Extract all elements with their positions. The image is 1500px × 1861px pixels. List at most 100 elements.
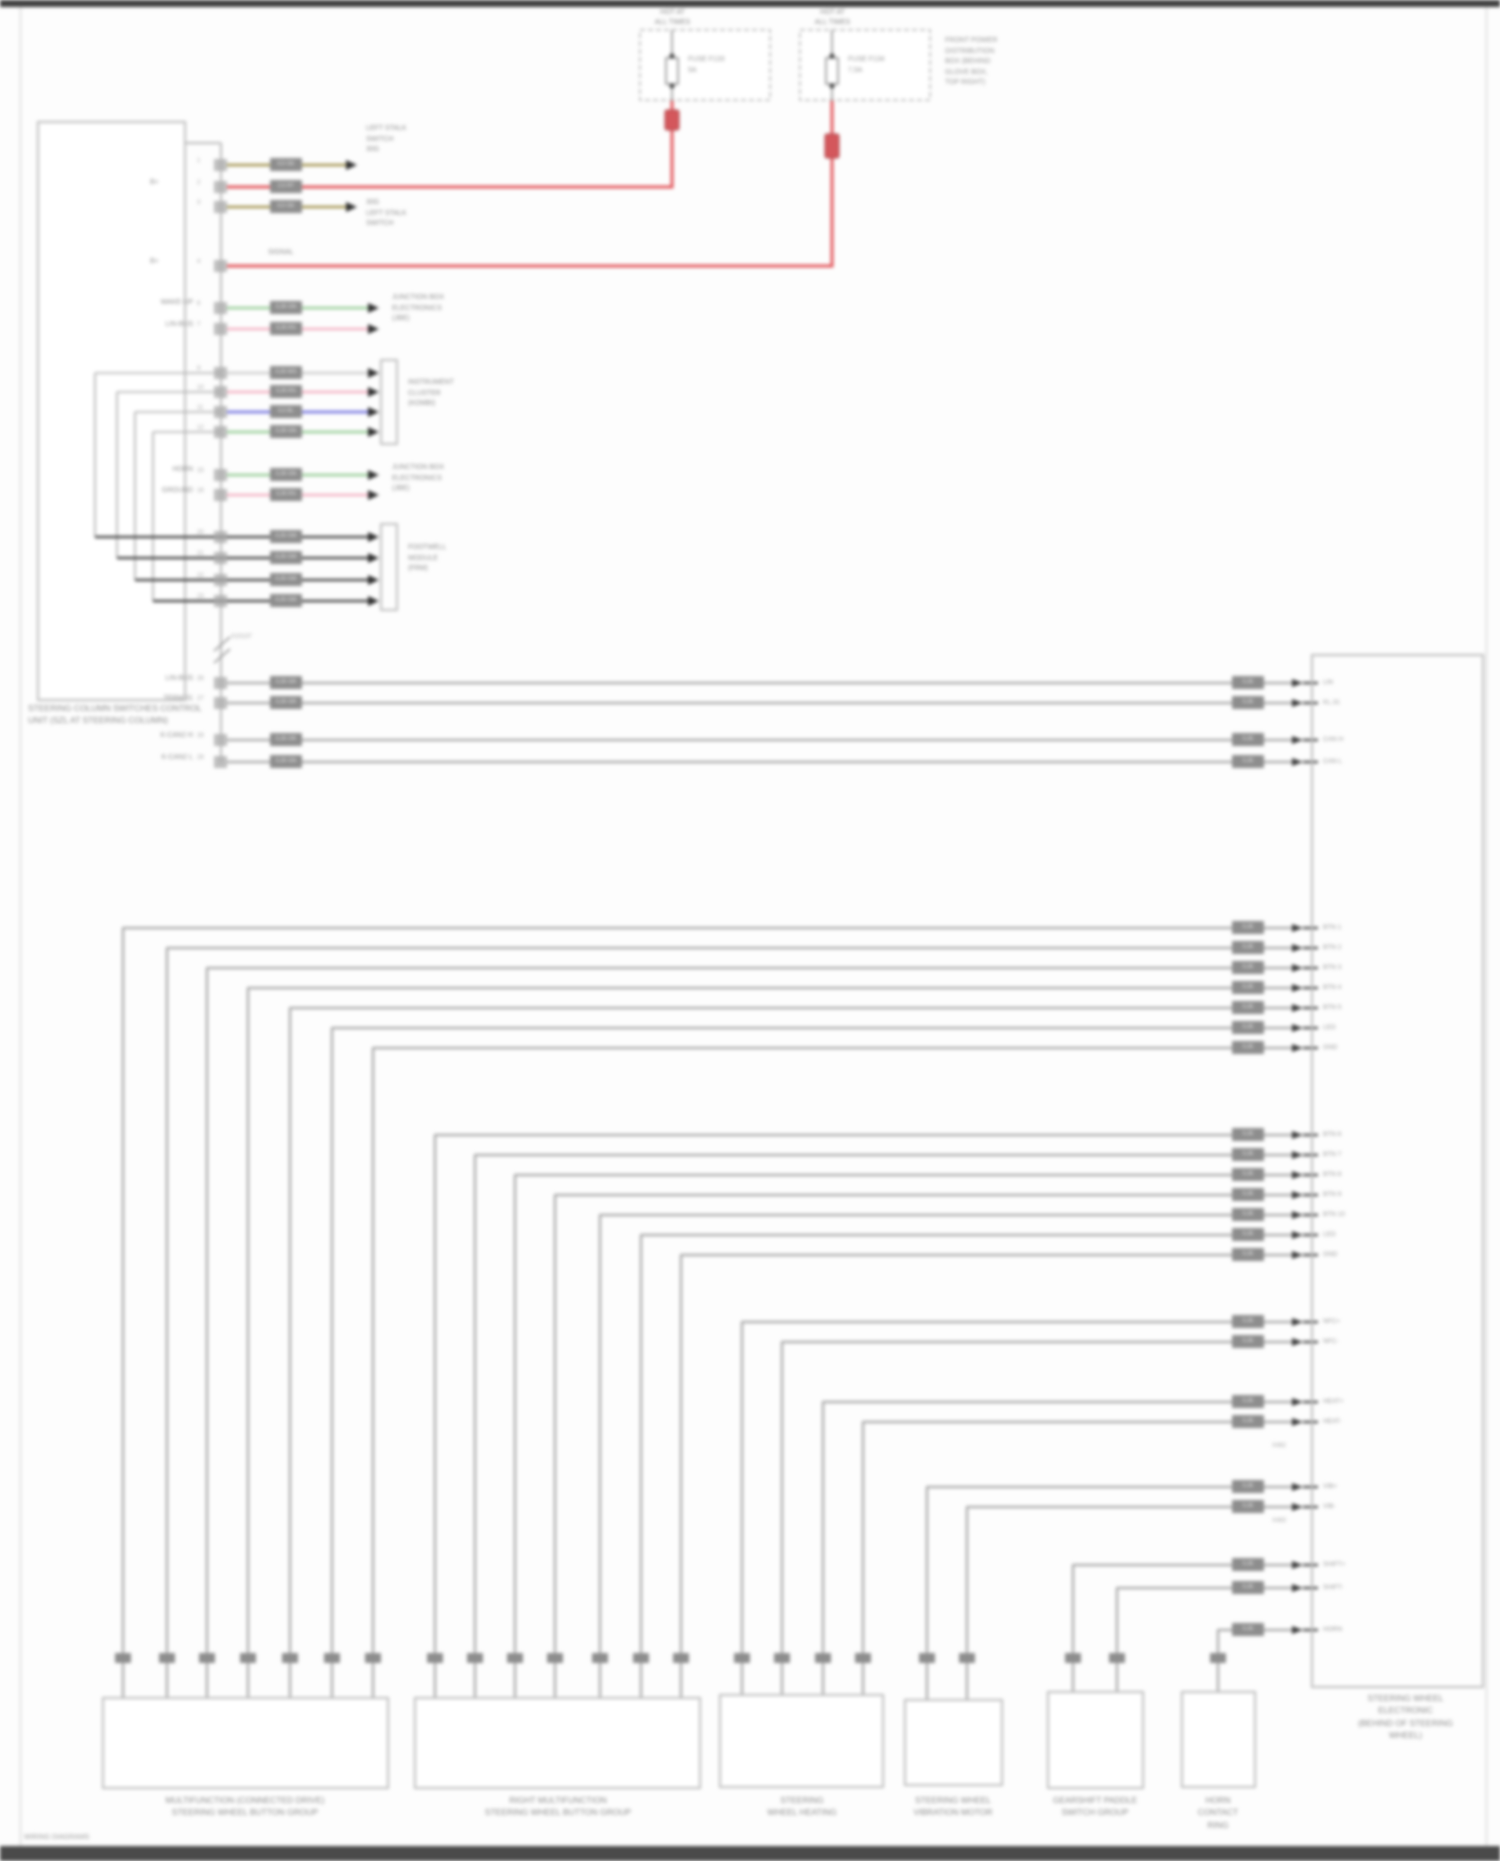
right-box-pin-label: BTN 10 [1323, 1211, 1346, 1218]
g5-line3: (FRM) [408, 565, 428, 572]
right-label-g3: INSTRUMENT CLUSTER (KOMBI) [408, 378, 454, 410]
wire-code-label: 0,35 SW [270, 594, 302, 607]
wire-code-label: 0,35 [1232, 1148, 1264, 1161]
pin-number-label: 27 [197, 696, 204, 702]
wire-code-label [815, 1653, 831, 1663]
pin-number-label: 3 [197, 200, 201, 206]
g5-line1: FOOTWELL [408, 544, 447, 551]
g2-line1: JUNCTION BOX [392, 294, 445, 301]
wire-code-label [1065, 1653, 1081, 1663]
right-box-pin-label: BTN 6 [1323, 1131, 1342, 1138]
wire-code-label [919, 1653, 935, 1663]
wire-code-label: 0,35 RS [270, 322, 302, 335]
note-line1: FRONT POWER [945, 37, 998, 44]
right-label-g2: JUNCTION BOX ELECTRONICS (JBE) [392, 293, 444, 325]
pin-number-label: 23 [197, 594, 204, 600]
connector-x462: X462 [1272, 1443, 1287, 1449]
right-box-pin-label: CAN L [1323, 758, 1343, 765]
g1t-line3: 30G [366, 146, 380, 153]
wire-code-label [199, 1653, 215, 1663]
wire-code-label [592, 1653, 608, 1663]
hot2-line1: HOT AT [820, 9, 845, 16]
box3-caption: STEERING WHEEL HEATING [692, 1794, 912, 1819]
wire-code-label: 0,35 [1232, 981, 1264, 994]
g4-line3: (JBE) [392, 485, 410, 492]
wire-code-label: 0,35 SW [270, 530, 302, 543]
bplus-label-1: B+ [150, 179, 159, 186]
pin-number-label: 15 [197, 468, 204, 474]
right-box-pin-label: BTN 1 [1323, 924, 1342, 931]
wire-code-label [324, 1653, 340, 1663]
right-box-pin-label: HORN [1323, 1626, 1343, 1633]
wire-code-label [507, 1653, 523, 1663]
right-entry-stubs [1303, 681, 1318, 1632]
terminal-brackets [380, 359, 398, 611]
right-label-g5: FOOTWELL MODULE (FRM) [408, 543, 447, 575]
fuse-boxes [639, 29, 931, 101]
g3-line2: CLUSTER [408, 389, 441, 397]
wire-code-label: 0,35 [1232, 1041, 1264, 1054]
right-box-caption: STEERING WHEEL ELECTRONIC (BEHIND OF STE… [1328, 1692, 1483, 1741]
page-left-border [20, 7, 21, 1846]
wire-code-label [959, 1653, 975, 1663]
wire-code-label: 0,35 RS [270, 488, 302, 501]
box2-caption: RIGHT MULTIFUNCTION STEERING WHEEL BUTTO… [398, 1794, 718, 1819]
wire-code-label: 0,35 [1232, 755, 1264, 768]
wire-code-label: 0,35 SW [270, 551, 302, 564]
wire-code-label [427, 1653, 443, 1663]
wire-code-label: 0,5 GE [270, 200, 302, 213]
wire-code-label: 0,35 [1232, 1228, 1264, 1241]
box5-cap-line1: GEARSHIFT PADDLE [1052, 1795, 1138, 1805]
pin-number-label: 22 [197, 573, 204, 579]
bottom-component-boxes [102, 1691, 1256, 1789]
box3-cap-line1: STEERING [780, 1795, 824, 1805]
g1b-line3: SWITCH [366, 220, 394, 227]
right-box-pin-label: BTN 5 [1323, 1004, 1342, 1011]
wire-code-label: 0,35 [1232, 696, 1264, 709]
wire-code-label: 0,35 [1232, 961, 1264, 974]
pin-number-label: 29 [197, 755, 204, 761]
szl-module-box [37, 121, 186, 701]
right-box-pin-label: BTN 9 [1323, 1191, 1342, 1198]
wire-code-label [1109, 1653, 1125, 1663]
right-box-pin-label: LIN [1323, 679, 1334, 686]
wire-code-label: 0,5 BL [270, 405, 302, 418]
right-box-pin-label: SHIFT- [1323, 1584, 1344, 1591]
riser-wires [121, 926, 1292, 1700]
right-box-pin-label: GND [1323, 1251, 1338, 1258]
left-label-p2a: K-CAN2 H [160, 732, 193, 739]
g3-line1: INSTRUMENT [408, 379, 454, 386]
wire-code-label [365, 1653, 381, 1663]
rbox-cap-line4: WHEEL) [1388, 1729, 1423, 1740]
wire-code-label: 0,35 WS [270, 366, 302, 379]
right-box-pin-label: GND [1323, 1044, 1338, 1051]
wire-code-label [633, 1653, 649, 1663]
right-box-pin-label: SHIFT+ [1323, 1561, 1346, 1568]
fuse2-amp: 7,5A [848, 66, 863, 74]
wire-code-label [467, 1653, 483, 1663]
watermark: WIRING DIAGRAMS [24, 1834, 90, 1841]
fuse1-amp: 5A [688, 66, 697, 74]
wire-code-label: 0,35 [1232, 1395, 1264, 1408]
right-entry-arrows [1292, 679, 1303, 1634]
rbox-cap-line1: STEERING WHEEL [1367, 1693, 1444, 1703]
g4-line1: JUNCTION BOX [392, 464, 445, 471]
bus-pin-blocks [214, 159, 227, 768]
right-box-pin-label: NFC- [1323, 1338, 1339, 1345]
black-wires [95, 535, 368, 603]
wire-code-label [282, 1653, 298, 1663]
g1b-line1: 30G [366, 199, 380, 206]
right-box-pin-label: HEAT+ [1323, 1398, 1344, 1405]
box6-caption: HORN CONTACT RING [1158, 1794, 1278, 1831]
szl-caption: STEERING COLUMN SWITCHES CONTROL UNIT (S… [28, 702, 253, 727]
right-box-pin-label: KL.31 [1323, 699, 1340, 706]
right-box-pin-label: BTN 7 [1323, 1151, 1342, 1158]
fuse1-label: FUSE F133 5A [688, 55, 725, 76]
left-label-p1b: TERM 31 [163, 695, 193, 702]
box1-cap-line1: MULTIFUNCTION (CONNECTED DRIVE) [165, 1795, 325, 1805]
pin-number-label: 9 [197, 366, 201, 372]
szl-connector-bus [185, 142, 222, 763]
note-line4: GLOVE BOX, [945, 68, 988, 76]
wire-code-label: 0,35 [1232, 733, 1264, 746]
